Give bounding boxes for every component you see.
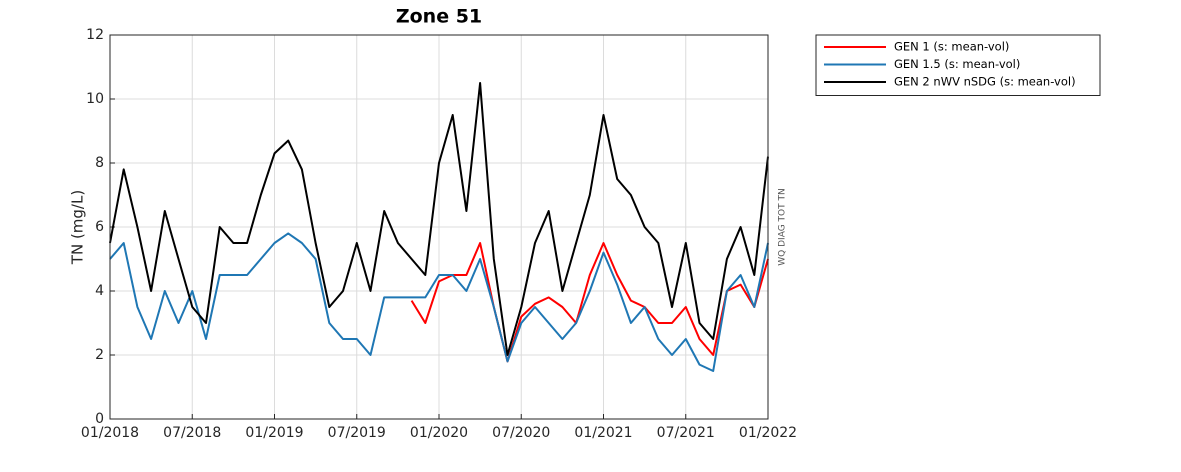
legend-label: GEN 2 nWV nSDG (s: mean-vol) xyxy=(894,75,1076,89)
x-tick-label: 07/2019 xyxy=(328,425,386,441)
series-line xyxy=(109,82,769,356)
right-label: WQ DIAG TOT TN xyxy=(778,188,788,265)
x-tick-label: 01/2021 xyxy=(574,425,632,441)
x-tick-label: 01/2018 xyxy=(81,425,139,441)
y-tick-label: 10 xyxy=(86,91,104,107)
y-tick-label: 4 xyxy=(95,283,104,299)
y-tick-label: 8 xyxy=(95,155,104,171)
x-tick-label: 01/2022 xyxy=(739,425,797,441)
x-tick-label: 01/2019 xyxy=(245,425,303,441)
legend: GEN 1 (s: mean-vol) GEN 1.5 (s: mean-vol)… xyxy=(815,34,1101,96)
x-tick-label: 07/2018 xyxy=(163,425,221,441)
y-tick-label: 12 xyxy=(86,27,104,43)
y-axis-label: TN (mg/L) xyxy=(69,190,87,265)
y-tick-label: 2 xyxy=(95,347,104,363)
legend-label: GEN 1.5 (s: mean-vol) xyxy=(894,57,1020,71)
x-tick-label: 07/2021 xyxy=(657,425,715,441)
axes-box xyxy=(109,34,769,420)
legend-label: GEN 1 (s: mean-vol) xyxy=(894,40,1009,54)
series-line xyxy=(410,242,769,363)
series-line xyxy=(109,232,769,372)
y-tick-label: 0 xyxy=(95,411,104,427)
x-tick-label: 07/2020 xyxy=(492,425,550,441)
plot-area: 0 2 4 6 8 10 12 01/2018 07/2018 01/2019 07/2019 01/… xyxy=(81,27,797,441)
y-tick-label: 6 xyxy=(95,219,104,235)
chart-title: Zone 51 xyxy=(396,6,482,28)
x-tick-label: 01/2020 xyxy=(410,425,468,441)
